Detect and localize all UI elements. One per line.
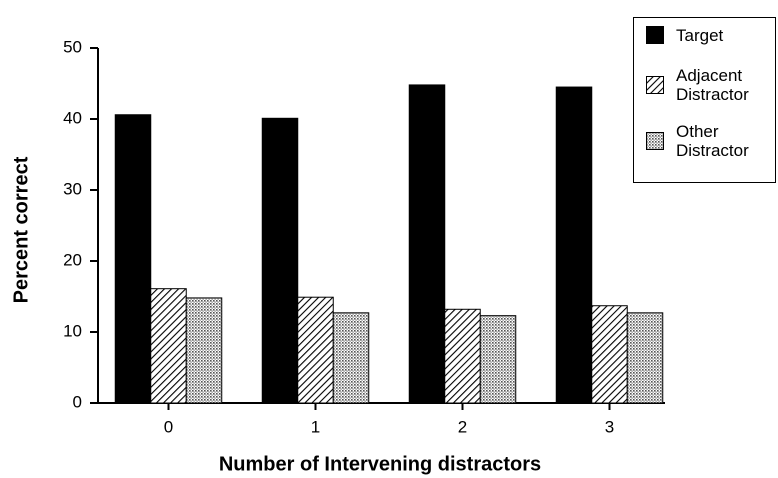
x-tick-label: 2: [458, 417, 467, 436]
y-tick-label: 30: [63, 179, 82, 198]
legend-swatch: [646, 132, 664, 150]
legend-swatch: [646, 26, 664, 44]
bar: [626, 312, 664, 404]
y-tick-label: 20: [63, 250, 82, 269]
y-tick-label: 10: [63, 321, 82, 340]
x-tick-label: 0: [164, 417, 173, 436]
legend-item: Other Distractor: [646, 122, 772, 160]
x-axis-title: Number of Intervening distractors: [219, 453, 541, 475]
bar: [444, 308, 481, 404]
legend-label: Target: [676, 26, 724, 45]
legend-label: Other Distractor: [676, 122, 749, 160]
x-tick-label: 3: [605, 417, 614, 436]
bar: [261, 117, 299, 404]
bar: [408, 84, 446, 404]
bar: [555, 86, 593, 404]
bar: [114, 114, 152, 404]
bar: [150, 288, 187, 404]
y-tick-label: 50: [63, 37, 82, 56]
legend-label: Adjacent Distractor: [676, 66, 749, 104]
y-axis-title: Percent correct: [10, 156, 32, 303]
y-tick-label: 0: [73, 392, 82, 411]
legend-item: Adjacent Distractor: [646, 66, 772, 104]
legend: Target Adjacent Distractor Other Distracto…: [633, 17, 776, 183]
bar: [332, 312, 370, 404]
legend-item: Target: [646, 26, 772, 45]
x-tick-label: 1: [311, 417, 320, 436]
bar: [185, 297, 223, 404]
bar: [591, 305, 628, 404]
legend-swatch: [646, 76, 664, 94]
y-tick-label: 40: [63, 108, 82, 127]
bar: [297, 296, 334, 404]
bar: [479, 315, 517, 404]
